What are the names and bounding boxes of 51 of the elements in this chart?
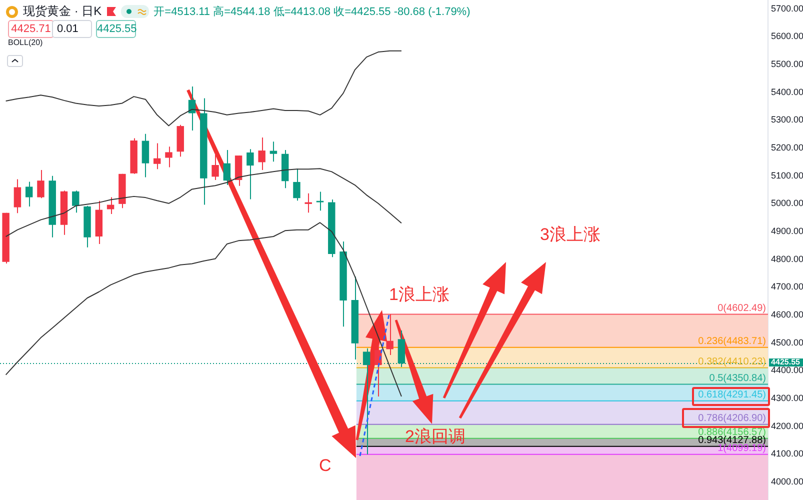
candlestick (37, 170, 44, 199)
chart-title: 现货黄金 · 日K (23, 3, 102, 20)
candlestick (293, 168, 300, 202)
y-tick-label: 4200.00 (771, 420, 803, 431)
annotation: 4425.55 (96, 20, 137, 38)
y-tick-label: 4500.00 (771, 337, 803, 348)
annotation: BOLL(20) (8, 38, 43, 47)
y-tick-label: 4400.00 (771, 365, 803, 376)
annotation: 1浪上涨 (389, 284, 450, 306)
y-tick-label: 5500.00 (771, 59, 803, 70)
candlestick (374, 342, 382, 397)
candlestick (153, 142, 161, 170)
candlestick (72, 190, 80, 214)
y-tick-label: 5600.00 (771, 31, 803, 42)
y-tick-label: 4000.00 (771, 476, 803, 486)
candlestick (362, 348, 370, 455)
ref-line-label: 0.5(4350.84) (709, 373, 766, 384)
annotation: 0.01 (52, 20, 92, 38)
candlestick (14, 178, 22, 214)
candlestick (25, 181, 33, 207)
y-tick-label: 5300.00 (771, 114, 803, 125)
y-tick-label: 4700.00 (771, 282, 803, 292)
y-tick-label: 4600.00 (771, 309, 803, 320)
candlestick (316, 191, 324, 212)
y-tick-label: 4100.00 (771, 448, 803, 459)
y-tick-label: 4800.00 (771, 254, 803, 264)
annotation: 4425.71 (8, 20, 54, 38)
y-tick-label: 5400.00 (771, 86, 803, 97)
ref-line-label: 0(4602.49) (718, 303, 766, 314)
annotation: 3浪上涨 (540, 224, 600, 246)
ref-line-label: 0.618(4291.45) (698, 390, 766, 401)
candlestick (386, 314, 394, 356)
y-tick-label: 4300.00 (771, 392, 803, 403)
y-tick-label: 4900.00 (771, 226, 803, 236)
annotation: C (319, 456, 332, 476)
candlestick (142, 133, 150, 178)
y-tick-label: 5000.00 (771, 198, 803, 208)
text: 开=4513.11 高=4544.18 低=4413.08 收=4425.55 -80.68 (-1.79%) (154, 4, 470, 19)
y-tick-label: 5700.00 (771, 3, 803, 14)
candlestick (270, 141, 278, 162)
y-tick-label: 5200.00 (771, 142, 803, 153)
ref-line-label: 4425.55 (771, 358, 801, 367)
candlestick (258, 136, 266, 171)
candlestick (223, 149, 231, 186)
ref-line-label: 0.786(4206.90) (698, 413, 766, 424)
ref-line-label: 0.236(4483.71) (698, 336, 766, 348)
candlestick (246, 148, 254, 200)
ref-line-label: 0.382(4410.23) (698, 356, 766, 368)
y-tick-label: 5100.00 (771, 170, 803, 180)
candlestick (212, 152, 219, 181)
candlestick (165, 146, 172, 168)
